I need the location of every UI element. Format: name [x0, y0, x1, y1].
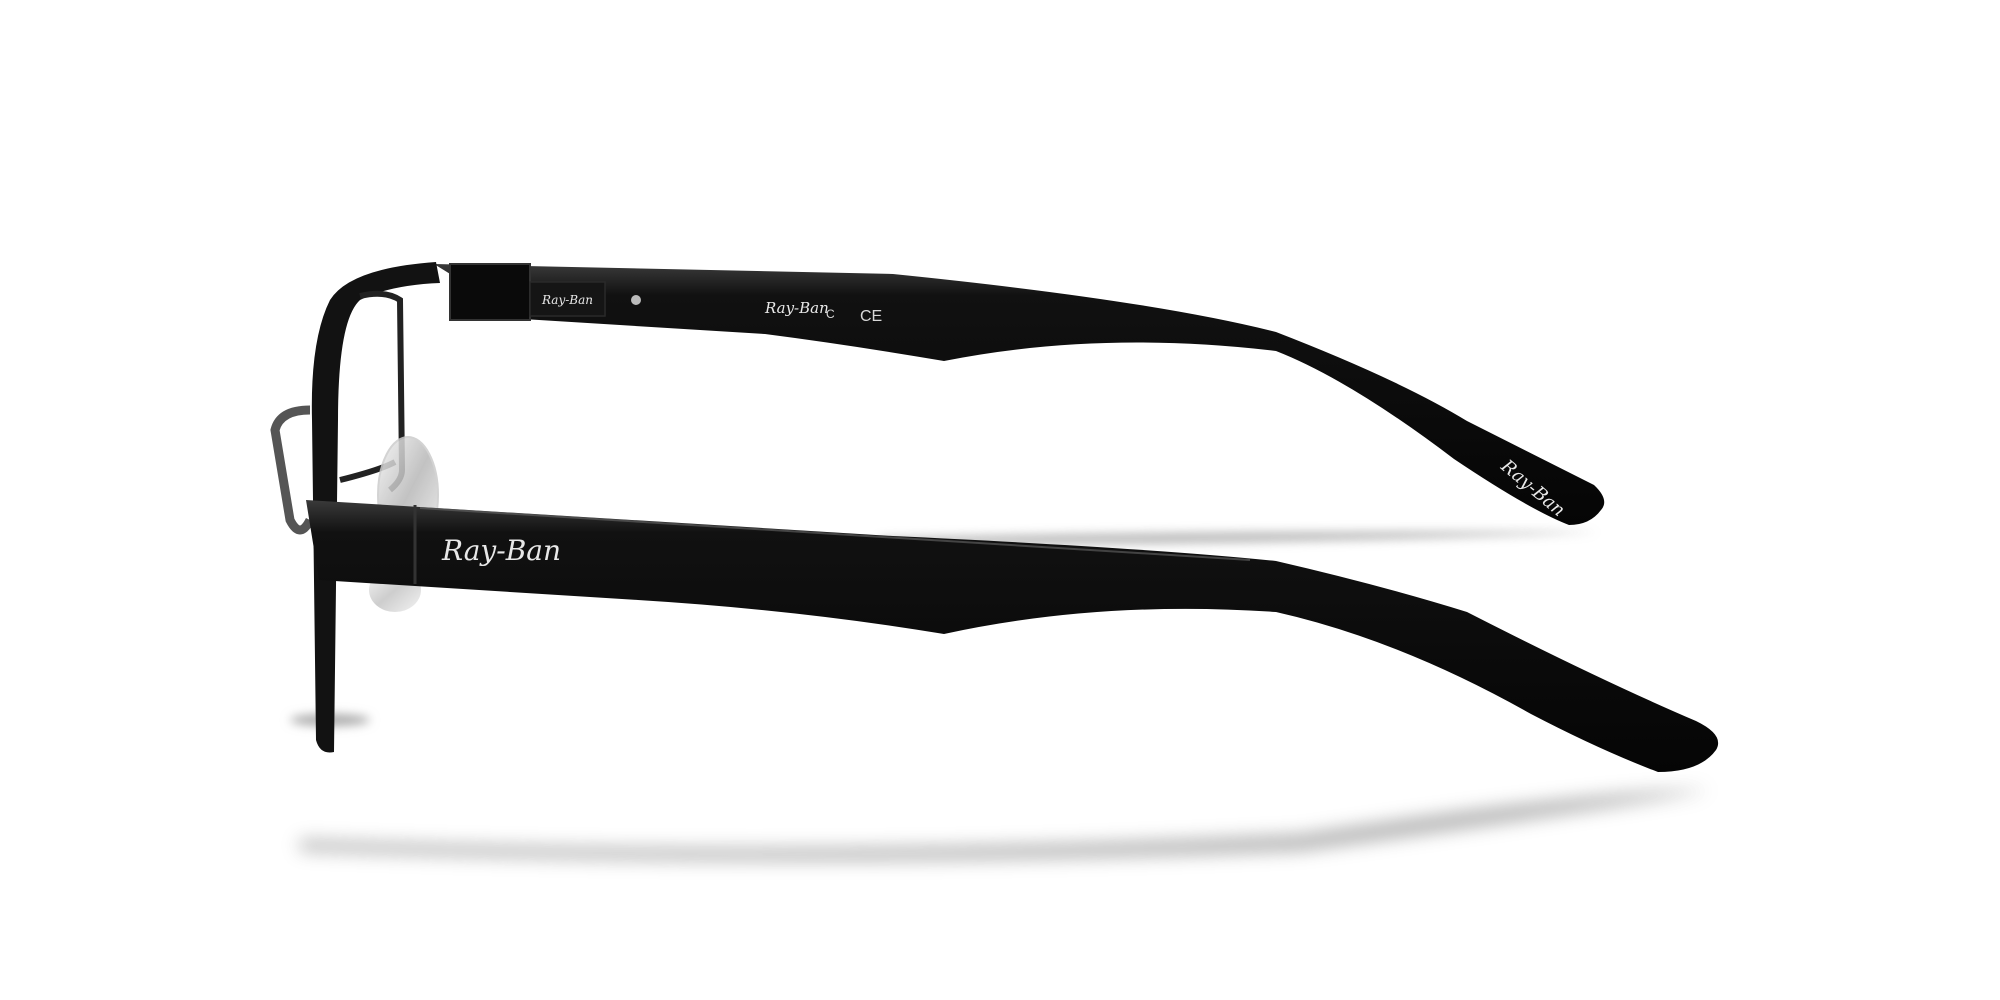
ce-mark: CE [860, 308, 882, 325]
hinge [449, 263, 531, 321]
front-rim [311, 262, 440, 753]
plate-logo: Ray-Ban [541, 293, 593, 307]
rivet-icon [631, 295, 641, 305]
c-mark: C [826, 307, 835, 321]
far-temple-arm [434, 264, 1605, 525]
logo-plate [529, 281, 606, 317]
near-temple-logo: Ray-Ban [441, 534, 561, 567]
far-temple-logo: Ray-Ban [764, 299, 829, 317]
near-temple-arm [306, 500, 1719, 772]
temple-highlight [419, 507, 1251, 561]
bridge [270, 405, 315, 535]
